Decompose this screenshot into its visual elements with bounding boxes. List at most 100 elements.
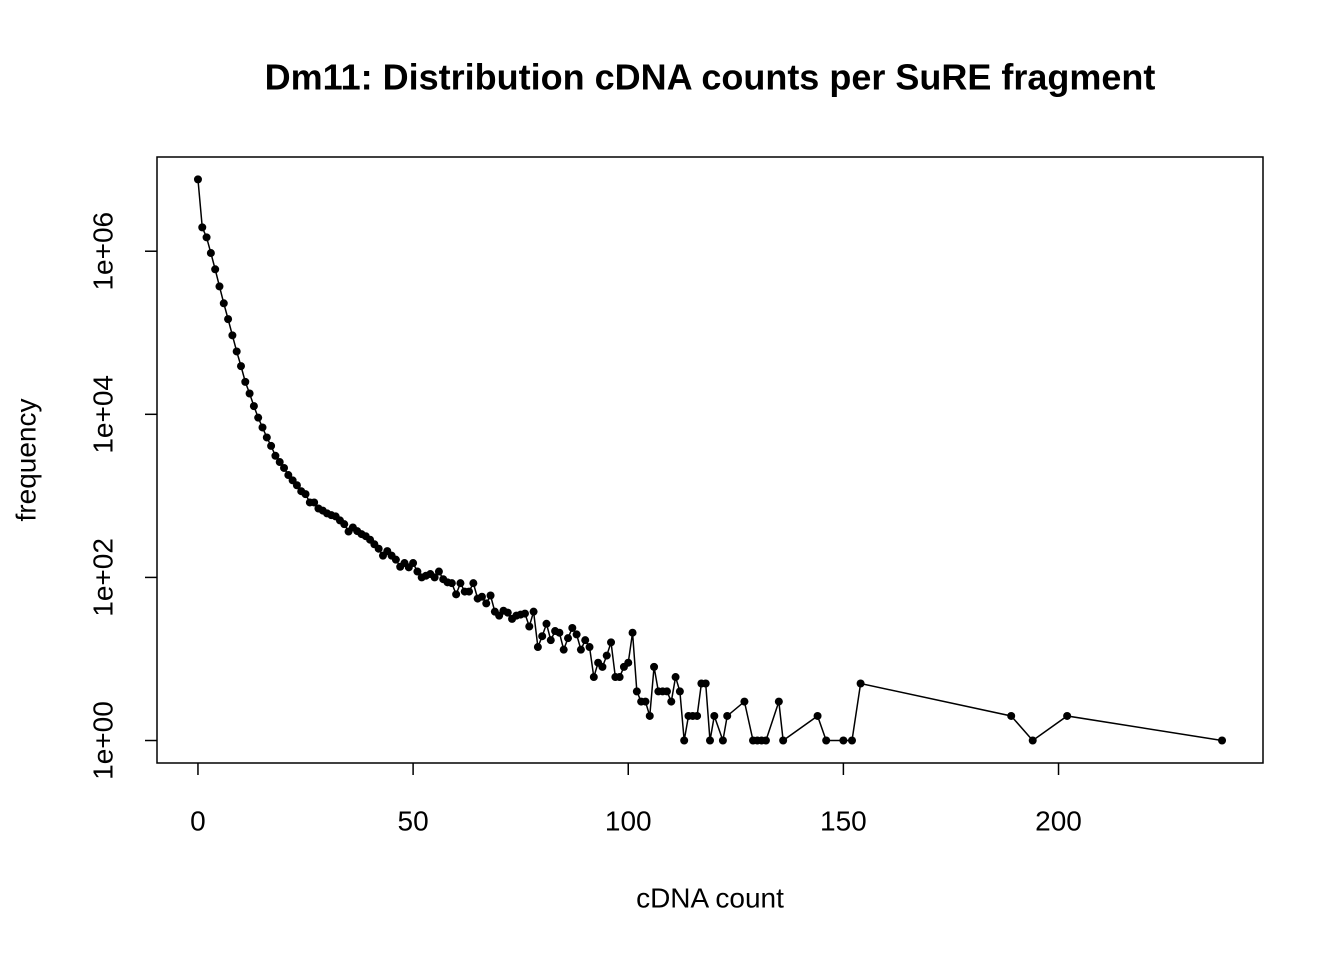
data-point — [284, 471, 293, 480]
data-point — [245, 389, 254, 398]
data-point — [280, 463, 289, 472]
data-point — [249, 402, 258, 411]
data-point — [236, 362, 245, 371]
data-point — [469, 579, 478, 588]
data-point — [615, 673, 624, 682]
data-point — [675, 687, 684, 696]
data-point — [650, 662, 659, 671]
plot-frame — [156, 156, 1264, 764]
data-point — [667, 697, 676, 706]
y-axis-label: frequency — [10, 399, 41, 522]
data-point — [1218, 736, 1227, 745]
data-point — [232, 347, 241, 356]
data-point — [391, 555, 400, 564]
data-point — [598, 662, 607, 671]
data-point — [555, 628, 564, 637]
data-point — [198, 223, 207, 232]
data-point — [271, 451, 280, 460]
data-point — [254, 413, 263, 422]
data-point — [374, 544, 383, 553]
data-point — [211, 265, 220, 274]
data-point — [645, 711, 654, 720]
data-point — [680, 736, 689, 745]
data-point — [434, 567, 443, 576]
data-point — [813, 711, 822, 720]
data-point — [409, 559, 418, 568]
data-point — [779, 736, 788, 745]
y-tick-label: 1e+04 — [87, 375, 118, 454]
data-point — [1007, 711, 1016, 720]
data-point — [482, 599, 491, 608]
data-point — [301, 490, 310, 499]
y-tick-label: 1e+00 — [87, 701, 118, 780]
data-point — [546, 636, 555, 645]
data-point — [706, 736, 714, 745]
data-point — [847, 736, 856, 745]
x-tick-label: 50 — [398, 805, 429, 836]
data-point — [581, 636, 590, 645]
data-point — [723, 711, 732, 720]
y-tick-label: 1e+02 — [87, 538, 118, 617]
data-point — [602, 651, 611, 660]
data-point — [632, 687, 641, 696]
data-point — [241, 377, 250, 386]
data-point — [224, 315, 233, 324]
data-point — [267, 441, 276, 450]
data-point — [761, 736, 770, 745]
data-point — [774, 697, 783, 706]
data-point — [486, 591, 495, 600]
data-point — [215, 282, 224, 291]
x-tick-label: 100 — [605, 805, 652, 836]
data-point — [525, 622, 534, 631]
data-point — [701, 679, 710, 688]
data-point — [1063, 711, 1072, 720]
data-point — [503, 608, 512, 617]
data-point — [456, 579, 465, 588]
data-line — [197, 179, 1223, 744]
data-point — [529, 607, 538, 616]
data-point — [628, 628, 637, 637]
data-point — [219, 299, 228, 308]
data-point — [718, 736, 727, 745]
x-tick-label: 200 — [1035, 805, 1082, 836]
data-point — [693, 711, 702, 720]
data-point — [671, 673, 680, 682]
data-point — [465, 587, 474, 596]
data-point — [340, 520, 349, 529]
data-point — [856, 679, 865, 688]
data-point — [520, 609, 529, 618]
data-point — [822, 736, 831, 745]
data-point — [542, 619, 551, 628]
data-point — [310, 498, 319, 507]
data-point — [740, 697, 749, 706]
data-point — [839, 736, 848, 745]
data-point — [430, 573, 439, 582]
data-point — [624, 658, 633, 667]
y-tick-label: 1e+06 — [87, 212, 118, 291]
data-point — [710, 711, 719, 720]
data-point — [572, 630, 581, 639]
x-tick-label: 150 — [820, 805, 867, 836]
data-point — [585, 643, 594, 652]
chart-title: Dm11: Distribution cDNA counts per SuRE … — [265, 57, 1156, 98]
data-point — [292, 481, 301, 490]
data-point — [533, 643, 542, 652]
data-point — [202, 233, 211, 242]
data-point — [206, 249, 215, 258]
data-point — [413, 567, 422, 576]
data-point — [262, 433, 271, 442]
data-point — [447, 579, 456, 588]
data-point — [275, 458, 284, 467]
data-point — [1028, 736, 1037, 745]
data-point — [559, 645, 568, 654]
data-point — [662, 687, 671, 696]
data-point — [641, 697, 650, 706]
data-point — [564, 634, 573, 643]
x-tick-label: 0 — [190, 805, 206, 836]
data-point — [538, 632, 547, 641]
data-point — [452, 590, 461, 599]
data-point — [607, 638, 616, 647]
data-point — [568, 623, 577, 632]
data-point — [576, 645, 585, 654]
